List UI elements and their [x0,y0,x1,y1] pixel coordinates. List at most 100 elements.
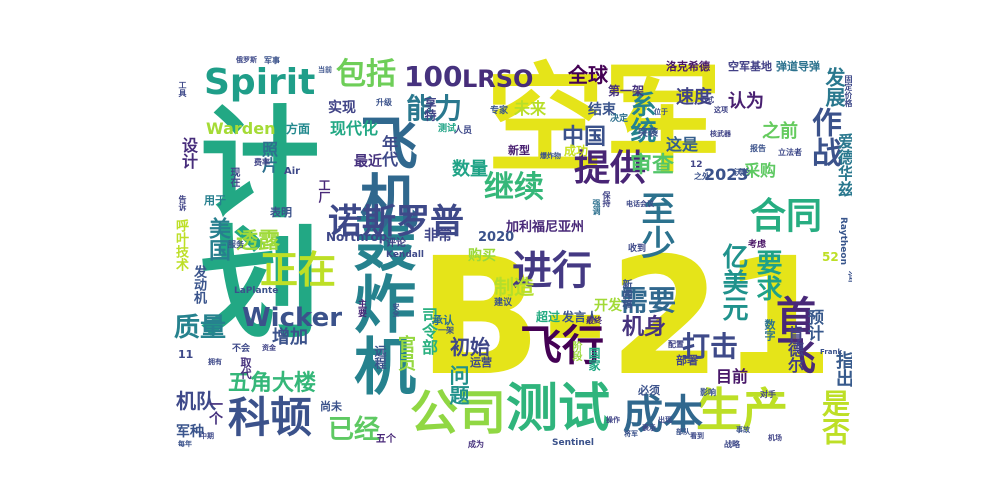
word-chaoguo: 超过 [536,310,561,324]
word-fangmian: 方面 [286,122,311,136]
word-niandai: 年代 [379,135,398,167]
word-anquan: 安全 [392,303,400,317]
word-junshi: 军事 [264,56,280,65]
word-zhiqian: 之前 [762,121,798,142]
word-shuliang: 数量 [452,159,488,180]
word-baokuo: 包括 [336,57,396,92]
word-2020: 2020 [478,230,515,245]
word-12: 12 [690,160,703,170]
word-kongjunjidi: 空军基地 [728,60,772,73]
word-diyijia: 第一架 [608,84,645,98]
word-jianyi: 建议 [494,298,513,308]
word-tuxi: 突袭 [638,128,658,139]
word-jieshu: 结束 [588,102,616,118]
word-wenti: 问题 [446,365,470,405]
word-frank: Frank [820,348,843,356]
word-qudai: 取代 [239,357,252,379]
word-zhuanjia: 专家 [490,106,509,116]
word-feichang: 非常 [424,228,452,244]
word-meiguo: 美国 [205,217,230,261]
word-jueding: 决定 [610,114,629,124]
word-yige: 一个 [207,397,223,425]
word-eluosi: 俄罗斯 [236,56,257,64]
word-shengchan: 生产 [696,383,788,437]
word-yimeiyuan: 亿美元 [718,243,748,321]
word-kaolv: 考虑 [748,240,767,250]
word-jinxing: 进行 [512,248,592,294]
word-dianhuahuiyi: 电话会议 [626,200,654,208]
word-nengli: 能力 [406,92,463,125]
word-zhuyao: 主要 [356,299,366,317]
word-weiyu: 位于 [654,108,668,116]
word-xitong: 系统 [626,91,656,143]
word-jialifuniyazhou: 加利福尼亚州 [506,220,585,235]
word-aidehuazi: 爱德华兹 [835,133,852,197]
word-zhizao: 制造 [494,275,534,299]
word-fangshi: 方式 [700,96,714,104]
word-zhexiang: 这项 [714,106,728,114]
word-xinxing: 新型 [508,144,530,157]
word-zengjia: 增加 [272,327,308,348]
word-toulu: 透露 [236,229,281,254]
word-chengren: 承认 [432,314,454,327]
word-yijia: 一架 [438,326,454,335]
word-zhaopian: 照片 [259,141,278,173]
word-biaoshi: 表示 [642,424,656,432]
word-yuji: 预计 [805,309,824,341]
word-biaoming: 表明 [270,206,292,219]
word-guanyuan: 官员 [395,335,416,371]
word-dandaodaodan: 弹道导弹 [776,60,820,73]
word-shifou: 是否 [818,389,851,445]
word-zhichu: 指出 [833,351,852,387]
word-baozhawu: 爆炸物 [540,152,561,160]
word-jieduan: 阶段 [570,341,581,361]
word-qiangdiao: 强调 [592,199,601,215]
word-huxiejishu: 呼叶技术 [173,219,188,271]
word-buhui: 不会 [232,344,251,354]
word-feilv: 费率 [254,158,270,167]
word-chengwei: 成为 [468,440,484,449]
word-b21: B-21 [418,224,835,412]
word-jishen: 机身 [622,315,667,340]
word-wicker: Wicker [242,303,343,333]
word-zhanlue: 战略 [724,440,740,449]
word-budui: 部队 [676,428,690,436]
word-kedun: 科顿 [228,393,313,442]
word-shuzi: 数字 [763,319,776,341]
word-jixu: 继续 [484,170,544,205]
word-northrop: Northrop [326,230,388,244]
word-cloud: 空军 计划 B-21 轰炸机 飞机 公司 测试 生产 进行 科顿 成本 飞行 首… [168,55,852,455]
word-shengji: 升级 [376,98,392,107]
word-fadongji: 发动机 [191,265,206,304]
word-shencha: 审查 [630,153,675,178]
word-chushi: 初始 [450,335,490,359]
word-feiji: 飞机 [350,113,418,229]
word-gudingjiage: 固定价格 [844,75,852,107]
word-hongzhaji: 轰炸机 [343,210,416,396]
word-raytheon: Raytheon [838,217,848,265]
word-zijin: 资金 [262,344,276,352]
word-xiangte: 享特 [423,97,437,121]
word-xianzai: 现在 [228,167,239,187]
word-wujiaodalou: 五角大楼 [228,371,317,396]
word-kaifa: 开发 [594,298,622,314]
word-kendall: Kendall [386,250,425,260]
word-shifei: 试飞 [846,271,852,289]
word-fayanren: 发言人 [562,310,599,324]
word-zuizhong: 最终 [586,316,602,325]
word-gongsi: 公司 [410,385,507,441]
word-junzhong: 军种 [176,424,204,440]
word-zuijin: 最近 [354,154,382,170]
word-yaoqiu: 要求 [752,249,782,301]
word-luokexide: 洛克希德 [666,60,710,73]
word-kongjun: 空军 [486,55,723,189]
word-peizhi: 配置 [668,340,684,349]
word-jiangjun: 将军 [624,430,638,438]
word-sudu: 速度 [676,87,712,108]
word-yunying: 运营 [470,356,492,369]
word-lrso: LRSO [462,65,534,93]
word-air: Air [284,166,301,177]
word-yingxiang: 影响 [700,388,716,397]
word-11: 11 [178,348,194,361]
word-daji: 打击 [682,330,739,363]
